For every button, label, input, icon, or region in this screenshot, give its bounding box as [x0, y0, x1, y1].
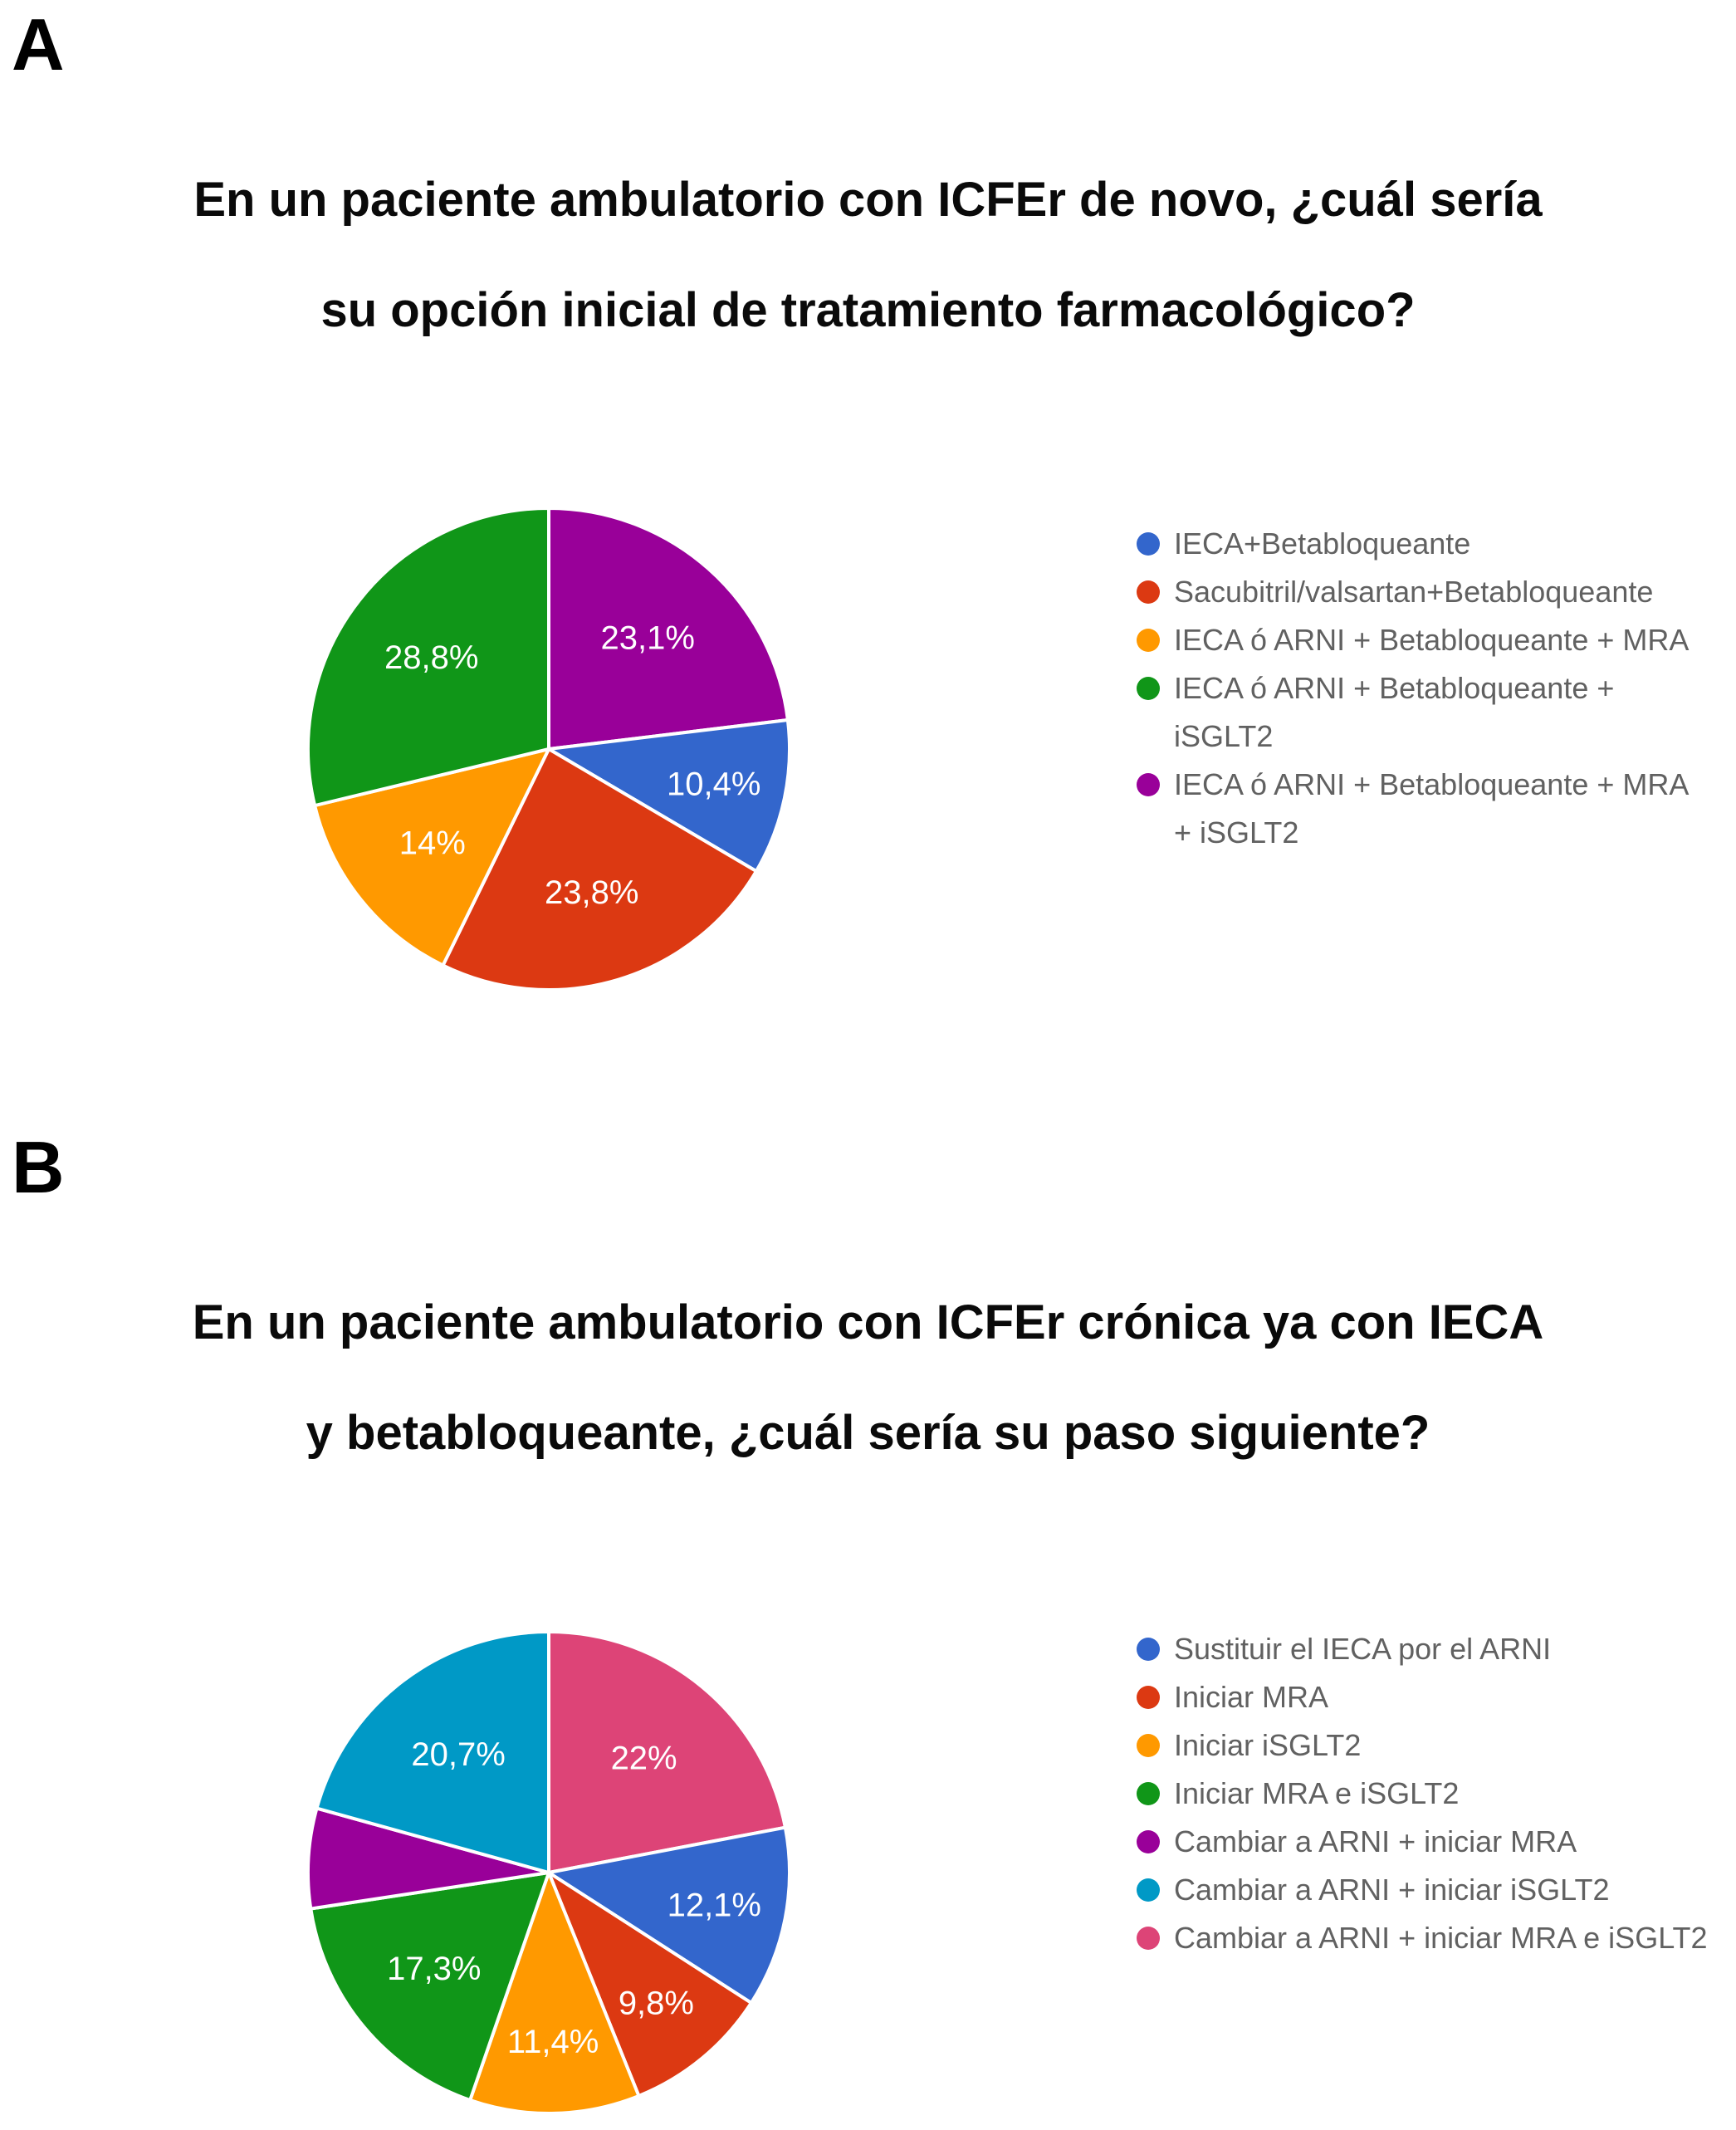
legend-item: IECA ó ARNI + Betabloqueante + MRA + iSGL… — [1137, 761, 1689, 857]
pie-label-a-1: 10,4% — [667, 766, 760, 803]
panel-a-title-line-1: En un paciente ambulatorio con ICFEr de … — [193, 173, 1543, 227]
pie-label-b-3: 11,4% — [507, 2024, 599, 2060]
panel-b: B En un paciente ambulatorio con ICFEr c… — [0, 1123, 1736, 2129]
panel-b-title-line-2: y betabloqueante, ¿cuál sería su paso si… — [306, 1406, 1430, 1461]
pie-slice-a-5 — [547, 507, 790, 752]
pie-slice-a-3 — [313, 747, 550, 967]
legend-item: Iniciar MRA — [1137, 1673, 1708, 1721]
pie-label-a-3: 14% — [399, 825, 466, 862]
pie-label-b-7: 22% — [611, 1740, 677, 1776]
panel-a-chart-row: 23,1% 10,4% 23,8% 14% 28,8% IECA+Betabloquea… — [0, 492, 1736, 1006]
legend-label: Cambiar a ARNI + iniciar MRA e iSGLT2 — [1174, 1920, 1708, 1955]
legend-label: IECA ó ARNI + Betabloqueante + MRA + iSGL… — [1174, 767, 1690, 850]
legend-color-dot-icon — [1137, 1733, 1160, 1757]
legend-item: Cambiar a ARNI + iniciar iSGLT2 — [1137, 1866, 1708, 1914]
pie-slice-b-2 — [547, 1870, 753, 2098]
pie-chart-a: 23,1% 10,4% 23,8% 14% 28,8% — [306, 507, 791, 992]
legend-item: IECA ó ARNI + Betabloqueante + iSGLT2 — [1137, 664, 1689, 761]
legend-item: Sacubitril/valsartan+Betabloqueante — [1137, 568, 1689, 616]
legend-label: Iniciar MRA e iSGLT2 — [1174, 1775, 1460, 1810]
legend-label: IECA ó ARNI + Betabloqueante + MRA — [1174, 623, 1690, 658]
pie-slice-b-6 — [315, 1629, 550, 1874]
pie-chart-b: 22% 12,1% 9,8% 11,4% 17,3% 20,7% — [306, 1629, 791, 2115]
pie-slice-b-5 — [306, 1806, 550, 1911]
legend-label: IECA+Betabloqueante — [1174, 526, 1471, 561]
pie-label-a-5: 23,1% — [600, 620, 694, 657]
pie-slice-b-7 — [547, 1629, 787, 1874]
legend-item: Cambiar a ARNI + iniciar MRA — [1137, 1818, 1708, 1866]
pie-label-a-4: 28,8% — [384, 639, 478, 676]
pie-label-b-4: 17,3% — [387, 1951, 481, 1987]
pie-label-b-6: 20,7% — [411, 1736, 505, 1773]
panel-a: A En un paciente ambulatorio con ICFEr d… — [0, 0, 1736, 1006]
legend-color-dot-icon — [1137, 1637, 1160, 1661]
pie-slice-a-4 — [306, 507, 550, 808]
legend-label: IECA ó ARNI + Betabloqueante + iSGLT2 — [1174, 671, 1615, 754]
legend-item: Iniciar iSGLT2 — [1137, 1721, 1708, 1770]
pie-slice-a-1 — [547, 718, 791, 874]
pie-label-b-1: 12,1% — [668, 1887, 761, 1923]
legend-item: Sustituir el IECA por el ARNI — [1137, 1625, 1708, 1673]
legend-color-dot-icon — [1137, 1781, 1160, 1805]
panel-a-title-line-2: su opción inicial de tratamiento farmaco… — [320, 282, 1416, 337]
panel-b-chart-row: 22% 12,1% 9,8% 11,4% 17,3% 20,7% Sustituir el… — [0, 1615, 1736, 2130]
legend-color-dot-icon — [1137, 1878, 1160, 1902]
legend-b: Sustituir el IECA por el ARNI Iniciar MRA… — [1137, 1625, 1708, 1962]
legend-a: IECA+Betabloqueante Sacubitril/valsartan+… — [1137, 520, 1689, 857]
legend-label: Sustituir el IECA por el ARNI — [1174, 1631, 1552, 1666]
legend-color-dot-icon — [1137, 1685, 1160, 1709]
legend-color-dot-icon — [1137, 532, 1160, 556]
pie-label-b-2: 9,8% — [619, 1985, 694, 2021]
legend-item: IECA+Betabloqueante — [1137, 520, 1689, 568]
legend-label: Cambiar a ARNI + iniciar MRA — [1174, 1824, 1577, 1858]
panel-b-title-line-1: En un paciente ambulatorio con ICFEr cró… — [192, 1295, 1544, 1350]
legend-color-dot-icon — [1137, 677, 1160, 701]
pie-slice-b-4 — [309, 1870, 550, 2102]
pie-slice-a-2 — [441, 747, 758, 992]
legend-color-dot-icon — [1137, 580, 1160, 605]
legend-label: Cambiar a ARNI + iniciar iSGLT2 — [1174, 1872, 1610, 1907]
legend-label: Iniciar iSGLT2 — [1174, 1727, 1362, 1762]
legend-item: Iniciar MRA e iSGLT2 — [1137, 1770, 1708, 1818]
panel-a-title: En un paciente ambulatorio con ICFEr de … — [0, 173, 1736, 338]
legend-item: Cambiar a ARNI + iniciar MRA e iSGLT2 — [1137, 1914, 1708, 1962]
legend-label: Iniciar MRA — [1174, 1679, 1329, 1714]
legend-color-dot-icon — [1137, 1829, 1160, 1853]
legend-item: IECA ó ARNI + Betabloqueante + MRA — [1137, 616, 1689, 664]
legend-color-dot-icon — [1137, 629, 1160, 653]
panel-a-letter: A — [12, 3, 65, 86]
panel-b-letter: B — [12, 1126, 65, 1209]
pie-slice-b-1 — [547, 1825, 791, 2005]
legend-color-dot-icon — [1137, 773, 1160, 797]
pie-label-a-2: 23,8% — [545, 875, 638, 912]
legend-label: Sacubitril/valsartan+Betabloqueante — [1174, 575, 1654, 610]
legend-color-dot-icon — [1137, 1926, 1160, 1950]
panel-b-title: En un paciente ambulatorio con ICFEr cró… — [0, 1295, 1736, 1461]
